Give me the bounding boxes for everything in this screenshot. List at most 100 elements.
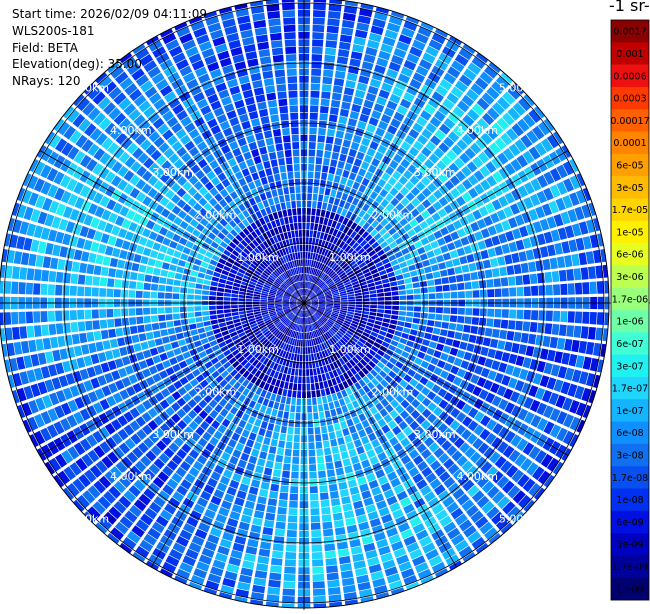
range-gate-cell [495, 289, 502, 298]
range-gate-cell [133, 579, 148, 592]
range-gate-cell [490, 339, 498, 348]
range-gate-cell [340, 421, 347, 429]
range-gate-cell [219, 322, 226, 327]
range-gate-cell [277, 410, 283, 418]
range-gate-cell [390, 281, 397, 286]
range-gate-cell [271, 558, 283, 566]
range-gate-cell [537, 323, 545, 334]
range-gate-cell [349, 449, 357, 458]
range-gate-cell [342, 578, 355, 587]
range-gate-cell [175, 326, 183, 333]
range-gate-cell [344, 510, 354, 519]
range-gate-cell [139, 333, 147, 341]
range-gate-cell [561, 487, 574, 502]
range-gate-cell [464, 352, 473, 361]
range-gate-cell [136, 308, 143, 315]
range-gate-cell [45, 351, 54, 363]
range-gate-cell [280, 485, 289, 493]
range-gate-cell [353, 501, 363, 510]
range-gate-cell [202, 290, 209, 295]
range-gate-cell [85, 276, 93, 286]
range-gate-cell [0, 345, 1, 359]
range-gate-cell [71, 322, 79, 332]
range-gate-cell [564, 339, 572, 351]
range-gate-cell [0, 377, 8, 391]
range-gate-cell [310, 105, 319, 112]
range-gate-cell [469, 335, 477, 343]
range-gate-cell [330, 491, 339, 499]
range-gate-cell [342, 428, 350, 436]
range-gate-cell [321, 210, 326, 217]
range-gate-cell [327, 129, 335, 137]
range-gate-cell [33, 104, 46, 119]
range-gate-cell [429, 257, 437, 265]
range-gate-cell [354, 560, 366, 569]
range-gate-cell [255, 465, 264, 473]
range-gate-cell [321, 99, 330, 107]
range-gate-cell [316, 209, 321, 216]
range-gate-cell [312, 201, 317, 208]
range-gate-cell [336, 168, 343, 176]
range-gate-cell [91, 550, 106, 564]
range-gate-cell [15, 132, 28, 147]
range-gate-cell [351, 165, 359, 173]
range-gate-cell [198, 272, 206, 278]
range-gate-cell [185, 357, 194, 365]
range-gate-cell [33, 311, 40, 323]
range-gate-cell [399, 290, 406, 295]
range-gate-cell [334, 304, 341, 306]
range-gate-cell [151, 284, 158, 291]
range-gate-cell [398, 285, 405, 290]
range-gate-cell [509, 287, 516, 296]
range-gate-cell [2, 392, 12, 407]
range-gate-cell [419, 275, 427, 281]
range-gate-cell [224, 313, 231, 317]
range-gate-cell [187, 294, 194, 299]
range-gate-cell [438, 19, 453, 31]
range-gate-cell [309, 127, 317, 134]
range-gate-cell [312, 39, 323, 46]
range-gate-cell [209, 310, 216, 315]
range-gate-cell [174, 320, 182, 326]
range-gate-cell [494, 278, 502, 287]
range-gate-cell [264, 468, 272, 476]
range-gate-cell [351, 493, 361, 502]
range-gate-cell [323, 403, 329, 411]
range-gate-cell [308, 171, 314, 178]
range-gate-cell [190, 270, 198, 276]
range-gate-cell [141, 342, 149, 350]
range-gate-cell [413, 0, 428, 4]
range-gate-cell [312, 32, 324, 39]
range-gate-cell [427, 348, 435, 356]
range-gate-cell [413, 602, 428, 610]
range-gate-cell [14, 440, 26, 455]
range-gate-cell [246, 299, 253, 302]
range-gate-cell [294, 376, 298, 383]
range-gate-cell [326, 304, 333, 305]
range-gate-cell [196, 253, 204, 260]
range-gate-cell [252, 426, 260, 434]
range-gate-cell [459, 256, 467, 264]
range-gate-cell [167, 589, 182, 601]
range-gate-cell [524, 286, 531, 296]
range-gate-cell [276, 455, 284, 463]
range-gate-cell [551, 90, 565, 105]
range-gate-cell [112, 248, 121, 258]
range-gate-cell [356, 152, 365, 161]
range-gate-cell [144, 316, 151, 323]
range-gate-cell [451, 308, 458, 315]
range-gate-cell [211, 281, 218, 286]
range-gate-cell [289, 501, 298, 508]
range-gate-cell [328, 587, 341, 595]
range-gate-cell [337, 161, 345, 169]
range-gate-cell [336, 468, 344, 476]
range-gate-cell [317, 202, 322, 209]
range-gate-cell [92, 310, 99, 319]
range-gate-cell [166, 286, 173, 292]
range-gate-cell [185, 588, 200, 599]
range-gate-cell [318, 135, 326, 142]
range-gate-cell [99, 309, 106, 318]
range-gate-cell [440, 353, 449, 361]
range-gate-cell [286, 397, 291, 404]
